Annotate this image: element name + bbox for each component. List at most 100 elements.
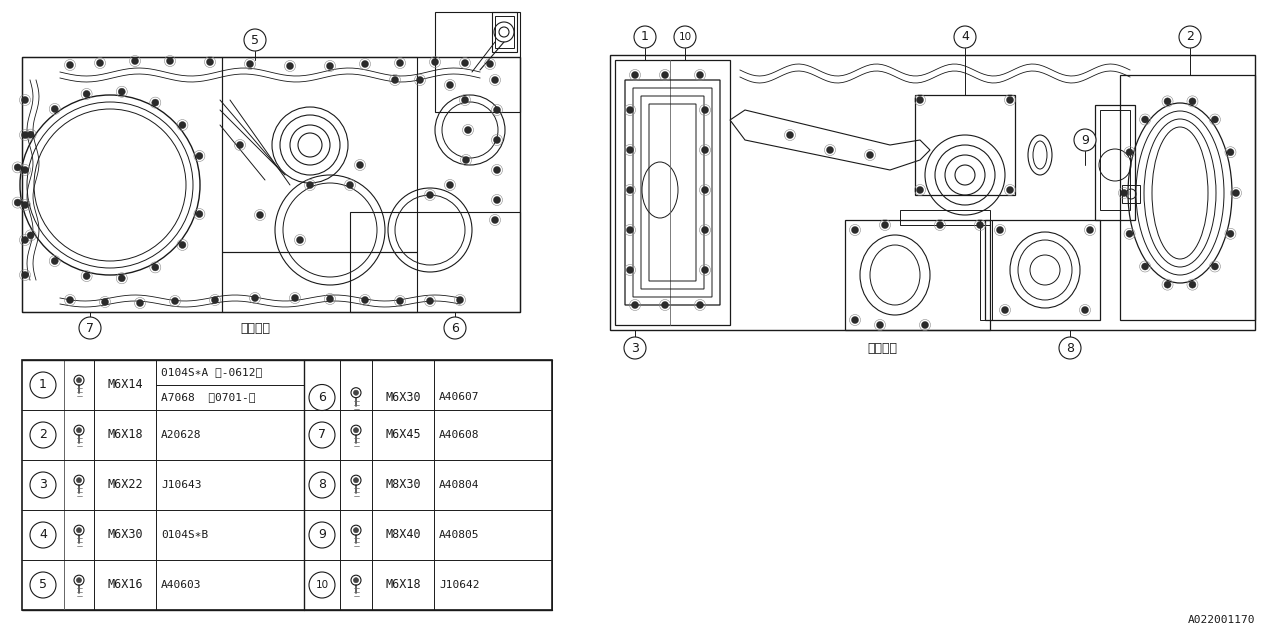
Text: M6X16: M6X16 [108, 579, 143, 591]
Text: 8: 8 [1066, 342, 1074, 355]
Circle shape [1211, 263, 1219, 270]
Text: 1: 1 [641, 31, 649, 44]
Text: 6: 6 [317, 391, 326, 404]
Text: M6X14: M6X14 [108, 378, 143, 392]
Bar [980, 220, 992, 320]
Text: A20628: A20628 [161, 430, 201, 440]
Text: 5: 5 [251, 33, 259, 47]
Circle shape [494, 136, 500, 143]
Bar [845, 220, 989, 330]
Circle shape [626, 227, 634, 234]
Bar [900, 210, 989, 225]
Circle shape [626, 147, 634, 154]
Circle shape [27, 131, 35, 138]
Circle shape [326, 296, 334, 303]
Circle shape [997, 227, 1004, 234]
Text: 6: 6 [451, 321, 460, 335]
Text: 9: 9 [1082, 134, 1089, 147]
Text: M8X30: M8X30 [385, 479, 421, 492]
Circle shape [444, 317, 466, 339]
Text: 7: 7 [317, 429, 326, 442]
Circle shape [22, 131, 28, 138]
Circle shape [353, 528, 358, 532]
Circle shape [462, 60, 468, 67]
Circle shape [675, 26, 696, 48]
Circle shape [51, 257, 59, 264]
Text: M6X18: M6X18 [108, 429, 143, 442]
Circle shape [292, 294, 298, 301]
Circle shape [172, 298, 178, 305]
Circle shape [447, 81, 453, 88]
Circle shape [696, 301, 704, 308]
Circle shape [353, 390, 358, 395]
Circle shape [353, 578, 358, 582]
Circle shape [492, 216, 498, 223]
Circle shape [1233, 189, 1239, 196]
Bar [22, 57, 520, 312]
Text: A40607: A40607 [439, 392, 480, 403]
Circle shape [22, 202, 28, 209]
Circle shape [1006, 186, 1014, 193]
Circle shape [206, 58, 214, 65]
Circle shape [426, 298, 434, 305]
Circle shape [118, 88, 125, 95]
Circle shape [247, 61, 253, 67]
Circle shape [14, 164, 22, 171]
Circle shape [211, 296, 219, 303]
Text: ＜内側＞: ＜内側＞ [867, 342, 897, 355]
Circle shape [166, 58, 174, 65]
Circle shape [29, 372, 56, 398]
Circle shape [308, 572, 335, 598]
Bar [614, 60, 730, 325]
Circle shape [14, 199, 22, 206]
Circle shape [353, 428, 358, 433]
Circle shape [662, 72, 668, 79]
Circle shape [83, 90, 90, 97]
Circle shape [308, 422, 335, 448]
Circle shape [118, 275, 125, 282]
Text: M6X30: M6X30 [108, 529, 143, 541]
Circle shape [1142, 116, 1148, 123]
Circle shape [22, 97, 28, 104]
Circle shape [1164, 281, 1171, 288]
Circle shape [1074, 129, 1096, 151]
Bar [611, 55, 1254, 330]
Circle shape [626, 266, 634, 273]
Circle shape [77, 428, 82, 433]
Circle shape [701, 106, 709, 113]
Circle shape [426, 191, 434, 198]
Circle shape [22, 237, 28, 243]
Text: A7068  ＜0701-＞: A7068 ＜0701-＞ [161, 392, 256, 403]
Text: M6X18: M6X18 [385, 579, 421, 591]
Circle shape [696, 72, 704, 79]
Circle shape [132, 58, 138, 65]
Circle shape [1142, 263, 1148, 270]
Circle shape [1120, 189, 1128, 196]
Circle shape [626, 106, 634, 113]
Text: A022001170: A022001170 [1188, 615, 1254, 625]
Circle shape [22, 271, 28, 278]
Circle shape [353, 477, 358, 483]
Circle shape [1228, 148, 1234, 156]
Circle shape [179, 241, 186, 248]
Bar [435, 12, 520, 112]
Text: 7: 7 [86, 321, 93, 335]
Circle shape [96, 60, 104, 67]
Circle shape [51, 106, 59, 113]
Circle shape [701, 186, 709, 193]
Text: 10: 10 [678, 32, 691, 42]
Circle shape [447, 182, 453, 189]
Circle shape [701, 227, 709, 234]
Circle shape [361, 296, 369, 303]
Circle shape [29, 522, 56, 548]
Circle shape [701, 147, 709, 154]
Text: M8X40: M8X40 [385, 529, 421, 541]
Circle shape [397, 60, 403, 67]
Circle shape [357, 161, 364, 168]
Circle shape [27, 232, 35, 239]
Circle shape [494, 106, 500, 113]
Circle shape [916, 186, 923, 193]
Text: A40603: A40603 [161, 580, 201, 590]
Circle shape [701, 266, 709, 273]
Text: 3: 3 [631, 342, 639, 355]
